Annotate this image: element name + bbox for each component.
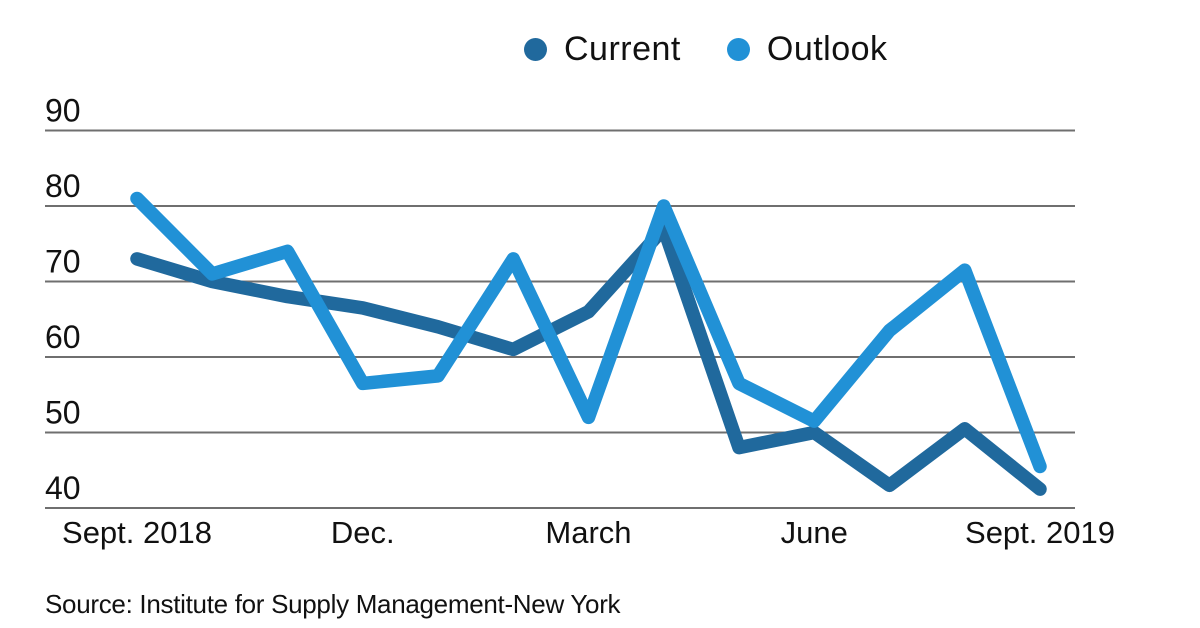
legend-label-current: Current [564, 30, 681, 68]
y-tick-label-80: 80 [45, 168, 81, 204]
y-tick-label-40: 40 [45, 470, 81, 506]
y-tick-label-90: 90 [45, 93, 81, 129]
x-tick-label-3: June [781, 515, 848, 550]
legend-label-outlook: Outlook [766, 30, 888, 68]
x-tick-label-1: Dec. [331, 515, 395, 550]
y-tick-label-70: 70 [45, 244, 81, 280]
legend-dot-outlook-icon [726, 38, 750, 61]
y-tick-label-50: 50 [45, 395, 81, 431]
legend-item-current: Current [524, 30, 681, 69]
series-line-outlook [130, 191, 1047, 474]
legend-dot-current-icon [524, 38, 547, 61]
x-tick-label-0: Sept. 2018 [62, 515, 212, 550]
x-tick-label-4: Sept. 2019 [965, 515, 1115, 550]
legend-item-outlook: Outlook [726, 30, 888, 69]
x-tick-label-2: March [545, 515, 631, 550]
y-tick-label-60: 60 [45, 319, 81, 355]
series-line-current [130, 221, 1047, 496]
chart-legend: Current Outlook [524, 30, 888, 69]
source-note: Source: Institute for Supply Management-… [45, 589, 621, 619]
